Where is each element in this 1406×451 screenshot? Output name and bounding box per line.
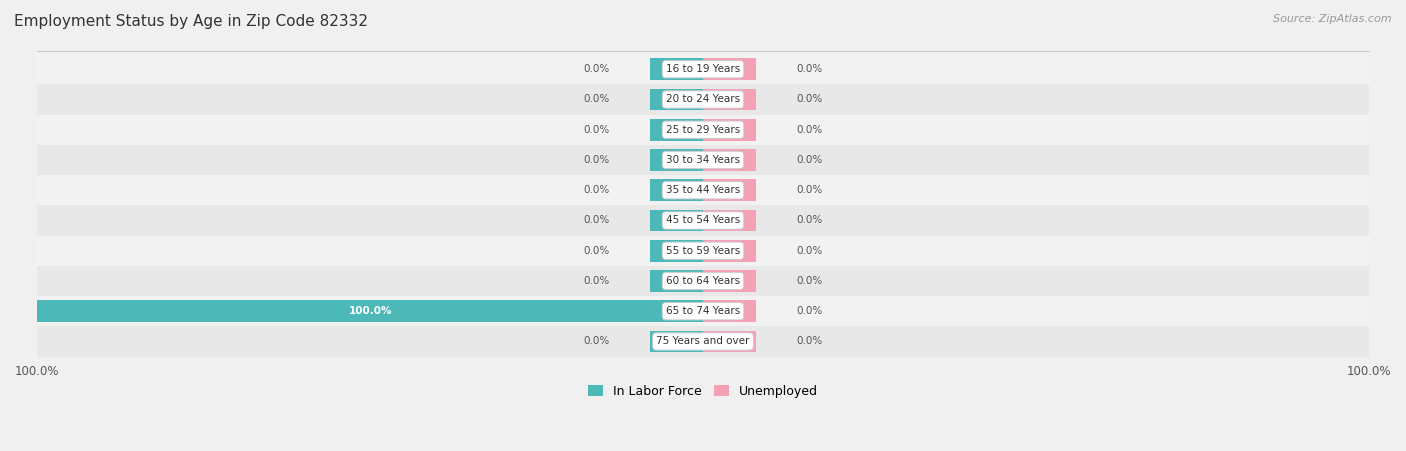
Bar	[650, 58, 703, 80]
Text: 0.0%: 0.0%	[796, 185, 823, 195]
Text: 0.0%: 0.0%	[583, 246, 610, 256]
Text: 0.0%: 0.0%	[796, 306, 823, 316]
Bar	[37, 205, 1369, 235]
Bar	[37, 145, 1369, 175]
Bar	[703, 210, 756, 231]
Bar	[650, 119, 703, 141]
Text: Employment Status by Age in Zip Code 82332: Employment Status by Age in Zip Code 823…	[14, 14, 368, 28]
Bar	[650, 179, 703, 201]
Bar	[37, 84, 1369, 115]
Bar	[703, 179, 756, 201]
Bar	[703, 240, 756, 262]
Bar	[703, 300, 756, 322]
Text: 0.0%: 0.0%	[796, 155, 823, 165]
Bar	[37, 115, 1369, 145]
Bar	[703, 88, 756, 110]
Bar	[37, 300, 703, 322]
Text: 0.0%: 0.0%	[796, 276, 823, 286]
Bar	[703, 58, 756, 80]
Bar	[37, 235, 1369, 266]
Text: 0.0%: 0.0%	[583, 276, 610, 286]
Text: 25 to 29 Years: 25 to 29 Years	[666, 125, 740, 135]
Text: 60 to 64 Years: 60 to 64 Years	[666, 276, 740, 286]
Text: 75 Years and over: 75 Years and over	[657, 336, 749, 346]
Bar	[703, 119, 756, 141]
Text: Source: ZipAtlas.com: Source: ZipAtlas.com	[1274, 14, 1392, 23]
Bar	[37, 266, 1369, 296]
Bar	[703, 331, 756, 352]
Text: 0.0%: 0.0%	[583, 125, 610, 135]
Bar	[703, 270, 756, 292]
Text: 16 to 19 Years: 16 to 19 Years	[666, 64, 740, 74]
Bar	[37, 175, 1369, 205]
Bar	[650, 88, 703, 110]
Text: 0.0%: 0.0%	[583, 185, 610, 195]
Legend: In Labor Force, Unemployed: In Labor Force, Unemployed	[583, 380, 823, 403]
Text: 45 to 54 Years: 45 to 54 Years	[666, 216, 740, 226]
Text: 35 to 44 Years: 35 to 44 Years	[666, 185, 740, 195]
Text: 0.0%: 0.0%	[583, 155, 610, 165]
Text: 0.0%: 0.0%	[583, 94, 610, 105]
Text: 0.0%: 0.0%	[583, 64, 610, 74]
Text: 0.0%: 0.0%	[796, 64, 823, 74]
Text: 100.0%: 100.0%	[349, 306, 392, 316]
Text: 30 to 34 Years: 30 to 34 Years	[666, 155, 740, 165]
Bar	[650, 210, 703, 231]
Text: 0.0%: 0.0%	[583, 216, 610, 226]
Bar	[650, 270, 703, 292]
Text: 20 to 24 Years: 20 to 24 Years	[666, 94, 740, 105]
Bar	[37, 296, 1369, 327]
Text: 0.0%: 0.0%	[796, 216, 823, 226]
Text: 0.0%: 0.0%	[796, 336, 823, 346]
Bar	[650, 149, 703, 171]
Text: 0.0%: 0.0%	[796, 94, 823, 105]
Text: 0.0%: 0.0%	[796, 125, 823, 135]
Text: 0.0%: 0.0%	[796, 246, 823, 256]
Text: 0.0%: 0.0%	[583, 336, 610, 346]
Bar	[703, 149, 756, 171]
Bar	[37, 54, 1369, 84]
Bar	[650, 240, 703, 262]
Text: 65 to 74 Years: 65 to 74 Years	[666, 306, 740, 316]
Text: 55 to 59 Years: 55 to 59 Years	[666, 246, 740, 256]
Bar	[37, 327, 1369, 357]
Bar	[650, 331, 703, 352]
